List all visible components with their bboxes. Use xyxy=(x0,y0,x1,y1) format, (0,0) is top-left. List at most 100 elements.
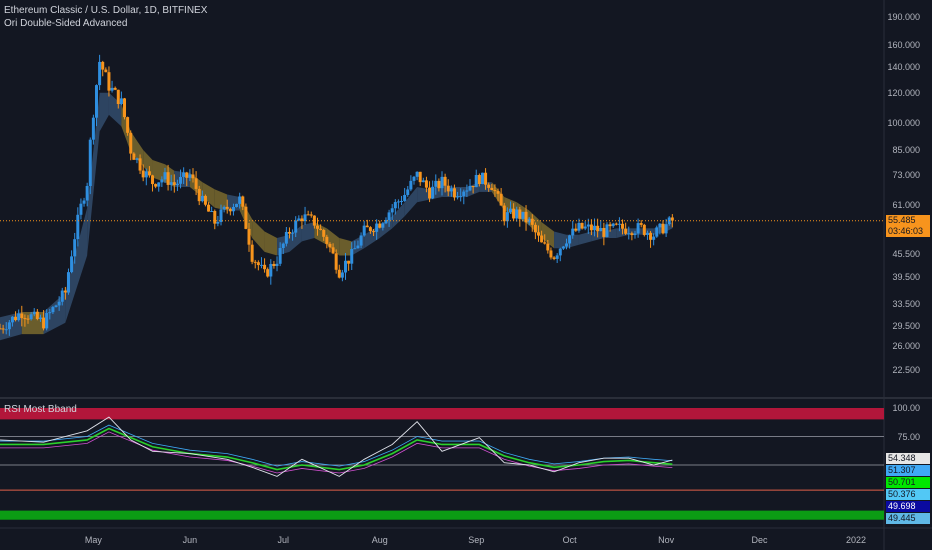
candle-body xyxy=(294,220,298,233)
candle-body xyxy=(543,242,547,244)
candle-body xyxy=(7,322,11,330)
main-indicator-label[interactable]: Ori Double-Sided Advanced xyxy=(4,18,128,29)
candle-body xyxy=(66,272,70,293)
candle-body xyxy=(138,158,142,171)
rsi-value-badge: 51.307 xyxy=(886,465,930,476)
candle-body xyxy=(315,225,319,229)
rsi-value-badge: 49.445 xyxy=(886,513,930,524)
candle-body xyxy=(63,290,67,293)
cloud-segment xyxy=(392,202,405,229)
candle-body xyxy=(490,187,494,191)
candle-body xyxy=(406,189,410,195)
rsi-tick-label: 75.00 xyxy=(897,431,920,442)
cloud-segment xyxy=(541,222,555,249)
price-tick-label: 22.500 xyxy=(892,365,920,376)
cloud-segment xyxy=(417,186,430,203)
candle-body xyxy=(60,290,64,302)
price-tick-label: 140.000 xyxy=(887,62,920,73)
time-tick-label: Dec xyxy=(751,535,768,545)
candle-body xyxy=(499,193,503,206)
candle-body xyxy=(378,223,382,228)
candle-body xyxy=(524,211,528,223)
candle-body xyxy=(649,232,653,240)
candle-body xyxy=(536,232,540,236)
candle-body xyxy=(51,307,55,313)
candle-body xyxy=(213,210,217,224)
candle-body xyxy=(642,224,646,235)
time-tick-label: Aug xyxy=(371,535,388,545)
candle-body xyxy=(555,255,559,259)
candle-body xyxy=(340,272,344,278)
candle-body xyxy=(552,257,556,259)
candle-body xyxy=(132,153,136,160)
candle-body xyxy=(284,231,288,244)
candle-body xyxy=(235,203,239,207)
candle-body xyxy=(79,203,83,215)
candle-body xyxy=(4,329,8,331)
candle-body xyxy=(661,223,665,234)
candle-body xyxy=(194,178,198,189)
candle-body xyxy=(123,98,127,118)
cloud-segment xyxy=(264,231,278,256)
candle-body xyxy=(334,253,338,270)
candle-body xyxy=(207,204,211,212)
candle-body xyxy=(38,317,42,319)
candle-body xyxy=(160,179,164,183)
price-tick-label: 33.500 xyxy=(892,299,920,310)
candle-body xyxy=(325,236,329,244)
candle-body xyxy=(48,312,52,314)
symbol-title[interactable]: Ethereum Classic / U.S. Dollar, 1D, BITF… xyxy=(4,5,208,16)
candle-body xyxy=(474,174,478,188)
last-price-badge: 55.485 03:46:03 xyxy=(886,214,930,237)
candle-body xyxy=(434,180,438,187)
candle-body xyxy=(396,201,400,203)
candle-body xyxy=(169,182,173,185)
candle-body xyxy=(94,85,98,118)
candle-body xyxy=(580,222,584,229)
candle-body xyxy=(166,172,170,185)
rsi-average-line xyxy=(0,427,673,471)
time-tick-label: 2022 xyxy=(845,535,866,545)
candle-body xyxy=(259,264,263,266)
candle-body xyxy=(568,235,572,244)
candle-body xyxy=(113,87,117,90)
candle-body xyxy=(91,117,95,140)
candle-body xyxy=(636,223,640,234)
candle-body xyxy=(614,223,618,225)
candle-body xyxy=(421,180,425,183)
candle-body xyxy=(353,248,357,250)
candle-body xyxy=(26,318,30,320)
candle-body xyxy=(583,226,587,229)
candle-body xyxy=(287,231,291,234)
cloud-segment xyxy=(108,92,122,127)
candle-body xyxy=(191,174,195,179)
candle-body xyxy=(533,224,537,233)
cloud-segment xyxy=(99,92,109,132)
candle-body xyxy=(477,174,481,185)
price-tick-label: 45.500 xyxy=(892,248,920,259)
time-tick-label: May xyxy=(84,535,102,545)
candle-body xyxy=(577,222,581,231)
price-tick-label: 190.000 xyxy=(887,11,920,22)
candle-body xyxy=(561,246,565,249)
candle-body xyxy=(605,224,609,237)
cloud-segment xyxy=(301,222,315,242)
candle-body xyxy=(530,218,534,225)
candle-body xyxy=(322,229,326,237)
candle-body xyxy=(350,249,354,264)
rsi-indicator-label[interactable]: RSI Most Bband xyxy=(4,404,77,415)
candle-body xyxy=(496,191,500,194)
candle-body xyxy=(119,98,123,105)
candle-body xyxy=(409,180,413,190)
rsi-value-badge: 54.348 xyxy=(886,453,930,464)
candle-body xyxy=(98,61,102,86)
cloud-segment xyxy=(202,182,215,208)
candle-body xyxy=(608,224,612,227)
candle-body xyxy=(393,202,397,209)
candle-body xyxy=(222,206,226,210)
candle-body xyxy=(403,194,407,201)
candle-body xyxy=(82,200,86,204)
candle-body xyxy=(493,190,497,192)
